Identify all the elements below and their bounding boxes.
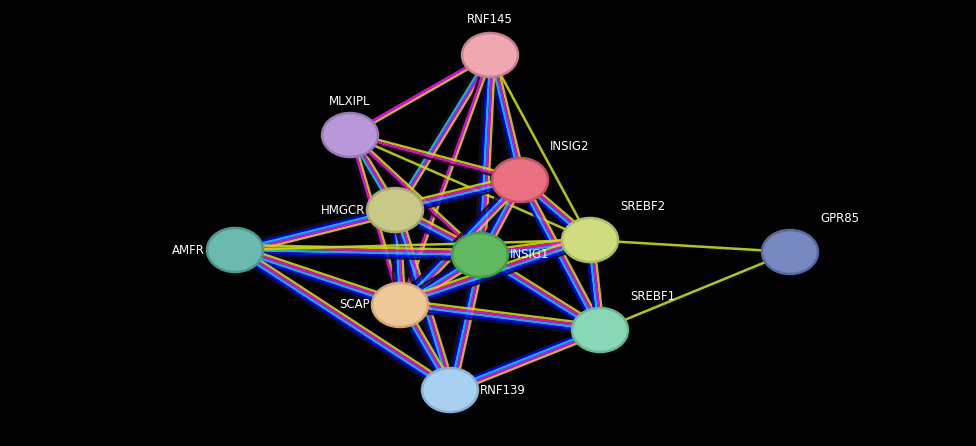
Ellipse shape xyxy=(562,218,618,262)
Ellipse shape xyxy=(492,158,548,202)
Ellipse shape xyxy=(207,228,263,272)
Ellipse shape xyxy=(322,113,378,157)
Text: SREBF2: SREBF2 xyxy=(620,200,665,213)
Text: HMGCR: HMGCR xyxy=(321,203,365,216)
Text: GPR85: GPR85 xyxy=(820,212,859,225)
Text: AMFR: AMFR xyxy=(172,244,205,256)
Text: SREBF1: SREBF1 xyxy=(630,290,675,303)
Ellipse shape xyxy=(372,283,428,327)
Text: SCAP: SCAP xyxy=(340,298,370,311)
Text: RNF139: RNF139 xyxy=(480,384,526,396)
Ellipse shape xyxy=(462,33,518,77)
Ellipse shape xyxy=(367,188,423,232)
Ellipse shape xyxy=(572,308,628,352)
Text: MLXIPL: MLXIPL xyxy=(329,95,371,108)
Text: INSIG2: INSIG2 xyxy=(550,140,590,153)
Ellipse shape xyxy=(452,233,508,277)
Text: INSIG1: INSIG1 xyxy=(510,248,549,261)
Ellipse shape xyxy=(762,230,818,274)
Text: RNF145: RNF145 xyxy=(468,13,513,26)
Ellipse shape xyxy=(422,368,478,412)
